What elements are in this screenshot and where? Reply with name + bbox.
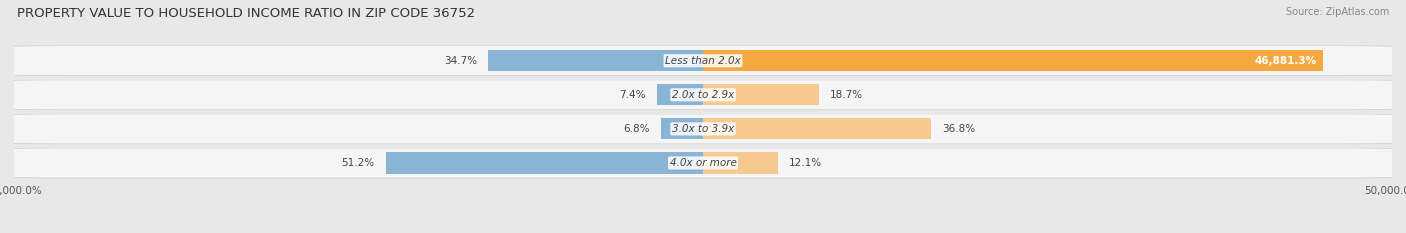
Bar [657,84,703,105]
Text: Less than 2.0x: Less than 2.0x [665,56,741,66]
Text: 4.0x or more: 4.0x or more [669,158,737,168]
Text: Source: ZipAtlas.com: Source: ZipAtlas.com [1285,7,1389,17]
Text: 7.4%: 7.4% [620,90,647,100]
Text: 2.0x to 2.9x: 2.0x to 2.9x [672,90,734,100]
Text: 3.0x to 3.9x: 3.0x to 3.9x [672,124,734,134]
Bar [488,50,703,71]
Text: 34.7%: 34.7% [444,56,477,66]
Bar [661,118,703,140]
FancyBboxPatch shape [7,80,1399,110]
Text: 46,881.3%: 46,881.3% [1254,56,1316,66]
Bar [703,50,1323,71]
FancyBboxPatch shape [7,114,1399,144]
Text: 12.1%: 12.1% [789,158,823,168]
Text: 36.8%: 36.8% [942,124,976,134]
Text: PROPERTY VALUE TO HOUSEHOLD INCOME RATIO IN ZIP CODE 36752: PROPERTY VALUE TO HOUSEHOLD INCOME RATIO… [17,7,475,20]
Bar [385,152,703,174]
Bar [703,84,818,105]
Bar [703,118,931,140]
FancyBboxPatch shape [7,148,1399,178]
Text: 18.7%: 18.7% [830,90,863,100]
FancyBboxPatch shape [7,46,1399,76]
Bar [703,152,778,174]
Text: 51.2%: 51.2% [342,158,374,168]
Text: 6.8%: 6.8% [623,124,650,134]
